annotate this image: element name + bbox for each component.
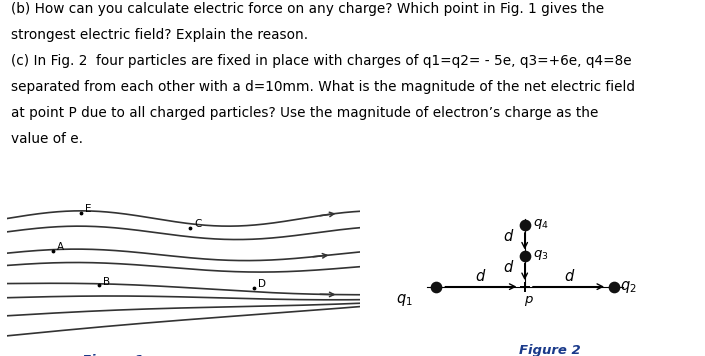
Text: C: C [195,219,202,229]
Text: p: p [524,293,532,307]
Text: Figure 1: Figure 1 [82,354,144,356]
Text: (b) How can you calculate electric force on any charge? Which point in Fig. 1 gi: (b) How can you calculate electric force… [11,2,603,16]
Point [519,222,530,228]
Point [519,253,530,259]
Point [608,284,619,289]
Text: strongest electric field? Explain the reason.: strongest electric field? Explain the re… [11,28,307,42]
Text: at point P due to all charged particles? Use the magnitude of electron’s charge : at point P due to all charged particles?… [11,106,598,120]
Text: E: E [85,204,92,214]
Text: d: d [503,260,513,275]
Text: $q_1$: $q_1$ [396,292,412,308]
Text: D: D [258,279,266,289]
Text: d: d [565,269,574,284]
Text: $q_3$: $q_3$ [533,247,548,262]
Text: d: d [503,229,513,244]
Text: value of e.: value of e. [11,132,82,146]
Point [430,284,441,289]
Text: d: d [476,269,485,284]
Text: $q_2$: $q_2$ [620,279,637,295]
Text: Figure 2: Figure 2 [520,344,581,356]
Text: $q_4$: $q_4$ [533,217,548,231]
Text: separated from each other with a d=10mm. What is the magnitude of the net electr: separated from each other with a d=10mm.… [11,80,634,94]
Text: (c) In Fig. 2  four particles are fixed in place with charges of q1=q2= - 5e, q3: (c) In Fig. 2 four particles are fixed i… [11,54,631,68]
Text: B: B [103,277,110,287]
Text: A: A [57,242,64,252]
